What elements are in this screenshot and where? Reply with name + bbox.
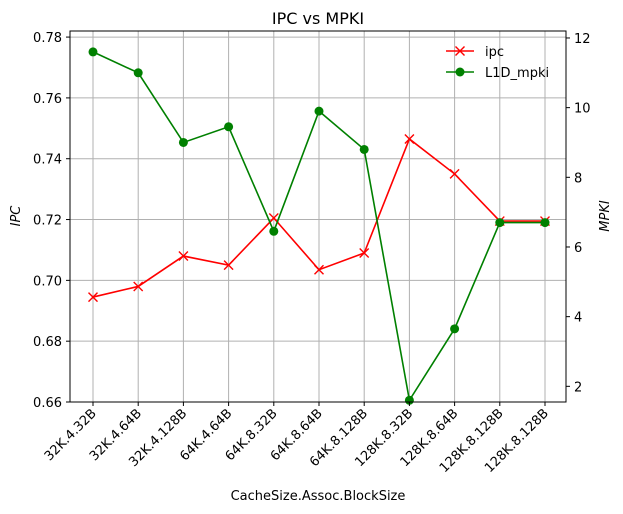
data-point-L1D_mpki [495, 218, 504, 227]
data-point-L1D_mpki [269, 227, 278, 236]
right-y-tick-label: 8 [574, 171, 582, 186]
legend-item-L1D_mpki: L1D_mpki [446, 66, 549, 81]
left-y-tick-label: 0.66 [33, 396, 62, 411]
right-y-axis-ticks: 2 4 6 8 10 12 [566, 32, 591, 395]
legend: ipc L1D_mpki [446, 45, 549, 81]
grid [70, 31, 566, 402]
right-y-tick-label: 6 [574, 241, 582, 256]
left-y-tick-label: 0.74 [33, 153, 62, 168]
left-y-axis-ticks: 0.66 0.68 0.70 0.72 0.74 0.76 0.78 [33, 31, 70, 411]
data-point-L1D_mpki [89, 47, 98, 56]
left-y-tick-label: 0.78 [33, 31, 62, 46]
left-y-tick-label: 0.76 [33, 92, 62, 107]
data-point-L1D_mpki [360, 145, 369, 154]
data-point-L1D_mpki [315, 107, 324, 116]
x-axis-label: CacheSize.Assoc.BlockSize [231, 489, 406, 504]
plot-frame [70, 31, 566, 402]
data-point-L1D_mpki [541, 218, 550, 227]
legend-label: ipc [485, 45, 504, 60]
left-y-tick-label: 0.68 [33, 335, 62, 350]
right-y-tick-label: 4 [574, 311, 582, 326]
data-point-L1D_mpki [224, 122, 233, 131]
right-y-tick-label: 10 [574, 102, 591, 117]
legend-marker [456, 68, 465, 77]
left-y-tick-label: 0.72 [33, 214, 62, 229]
left-y-tick-label: 0.70 [33, 274, 62, 289]
data-point-L1D_mpki [134, 68, 143, 77]
left-y-axis-label: IPC [9, 205, 24, 227]
legend-label: L1D_mpki [485, 66, 549, 81]
right-y-axis-label: MPKI [598, 200, 613, 232]
x-axis-ticks: 32K.4.32B32K.4.64B32K.4.128B64K.4.64B64K… [42, 402, 552, 476]
data-point-L1D_mpki [179, 138, 188, 147]
right-y-tick-label: 2 [574, 380, 582, 395]
chart-title: IPC vs MPKI [272, 9, 364, 28]
right-y-tick-label: 12 [574, 32, 591, 47]
data-point-L1D_mpki [450, 324, 459, 333]
